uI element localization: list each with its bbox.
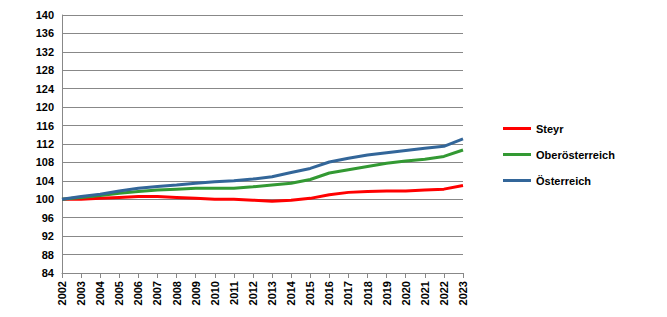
svg-text:2016: 2016 xyxy=(323,281,335,305)
svg-text:92: 92 xyxy=(42,230,54,242)
svg-text:2013: 2013 xyxy=(266,281,278,305)
svg-text:96: 96 xyxy=(42,212,54,224)
svg-text:2004: 2004 xyxy=(94,280,106,305)
svg-text:140: 140 xyxy=(36,9,54,21)
svg-text:2002: 2002 xyxy=(56,281,68,305)
svg-text:2014: 2014 xyxy=(285,280,297,305)
svg-text:2018: 2018 xyxy=(362,281,374,305)
svg-text:84: 84 xyxy=(42,267,55,279)
svg-text:2011: 2011 xyxy=(228,281,240,305)
svg-text:2008: 2008 xyxy=(171,281,183,305)
svg-text:112: 112 xyxy=(36,138,54,150)
svg-text:88: 88 xyxy=(42,249,54,261)
svg-text:2005: 2005 xyxy=(113,281,125,305)
svg-text:2007: 2007 xyxy=(151,281,163,305)
svg-text:120: 120 xyxy=(36,101,54,113)
svg-text:2019: 2019 xyxy=(381,281,393,305)
svg-text:Steyr: Steyr xyxy=(536,123,564,135)
svg-text:104: 104 xyxy=(36,175,55,187)
svg-text:116: 116 xyxy=(36,120,54,132)
svg-text:2017: 2017 xyxy=(342,281,354,305)
svg-text:2023: 2023 xyxy=(457,281,469,305)
svg-text:Oberösterreich: Oberösterreich xyxy=(536,149,615,161)
svg-text:108: 108 xyxy=(36,156,54,168)
svg-text:100: 100 xyxy=(36,193,54,205)
svg-text:132: 132 xyxy=(36,46,54,58)
svg-text:2015: 2015 xyxy=(304,281,316,305)
svg-text:128: 128 xyxy=(36,64,54,76)
svg-text:2003: 2003 xyxy=(75,281,87,305)
svg-text:2021: 2021 xyxy=(419,281,431,305)
svg-text:2009: 2009 xyxy=(190,281,202,305)
svg-text:2022: 2022 xyxy=(438,281,450,305)
svg-text:2010: 2010 xyxy=(209,281,221,305)
svg-text:136: 136 xyxy=(36,27,54,39)
svg-text:2020: 2020 xyxy=(400,281,412,305)
svg-text:124: 124 xyxy=(36,83,55,95)
svg-text:2006: 2006 xyxy=(132,281,144,305)
svg-text:2012: 2012 xyxy=(247,281,259,305)
svg-text:Österreich: Österreich xyxy=(536,175,591,187)
